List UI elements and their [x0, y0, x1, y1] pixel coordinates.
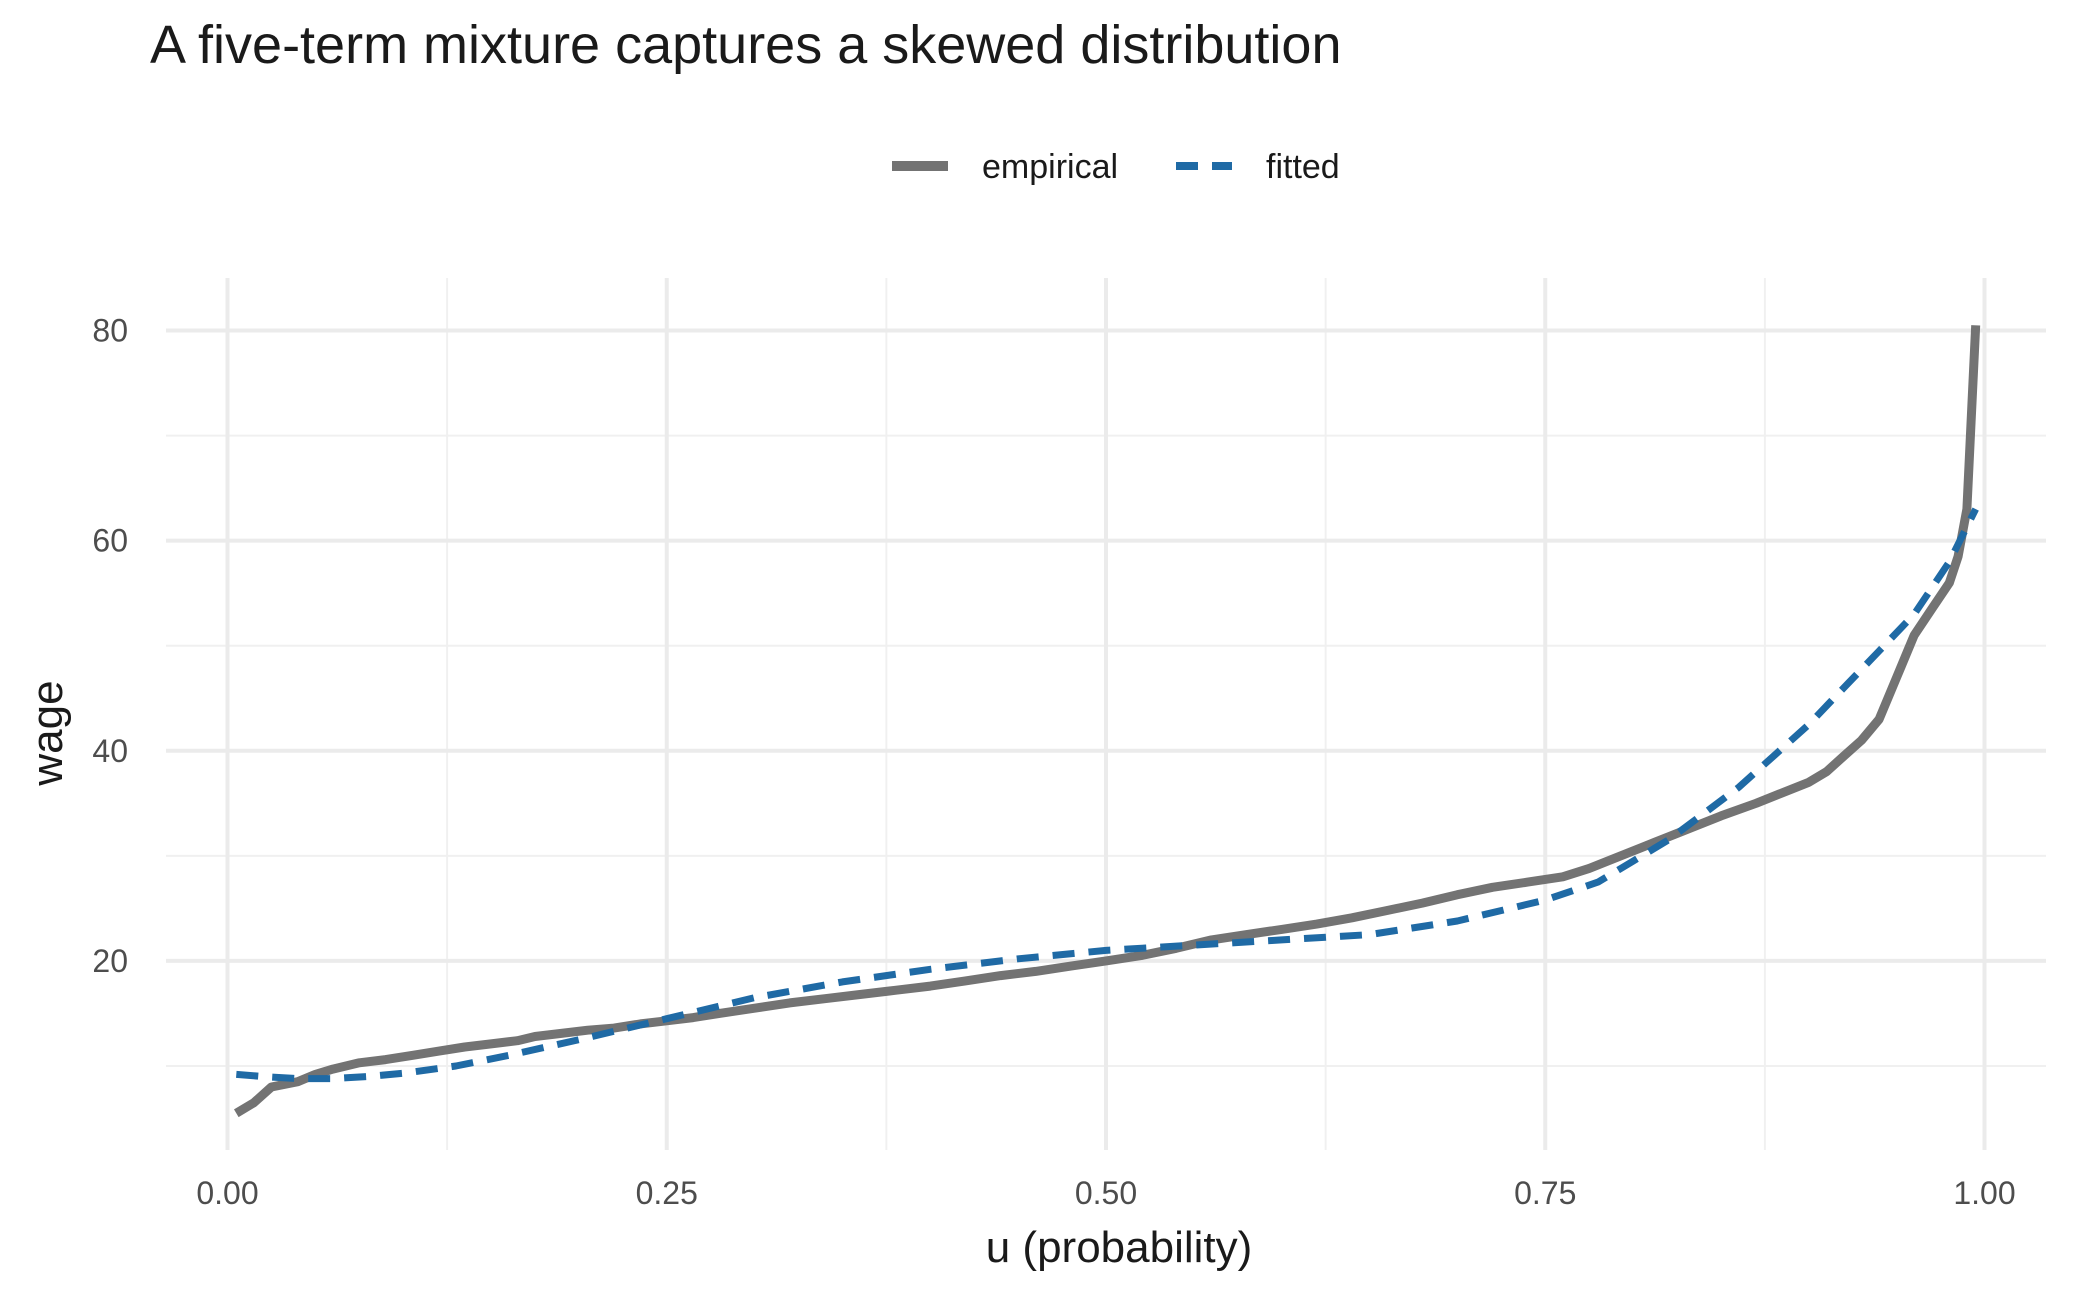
series-layer [233, 325, 1981, 1118]
series-line-empirical [233, 325, 1981, 1118]
chart-title: A five-term mixture captures a skewed di… [150, 15, 1342, 75]
legend-label-empirical: empirical [982, 148, 1118, 186]
y-tick-label: 40 [92, 733, 128, 769]
x-axis-ticks: 0.00 0.25 0.50 0.75 1.00 [196, 1175, 2015, 1211]
series-line-fitted [236, 507, 1979, 1083]
x-tick-label: 0.25 [636, 1175, 698, 1211]
legend-label-fitted: fitted [1266, 148, 1340, 186]
x-tick-label: 0.75 [1514, 1175, 1576, 1211]
x-axis-title: u (probability) [986, 1223, 1253, 1272]
x-tick-label: 0.00 [196, 1175, 258, 1211]
y-tick-label: 60 [92, 523, 128, 559]
legend: empirical fitted [892, 148, 1340, 186]
y-axis-title: wage [23, 680, 72, 786]
x-tick-label: 1.00 [1953, 1175, 2015, 1211]
y-tick-label: 80 [92, 313, 128, 349]
y-tick-label: 20 [92, 943, 128, 979]
y-axis-ticks: 20 40 60 80 [92, 313, 128, 979]
x-tick-label: 0.50 [1075, 1175, 1137, 1211]
